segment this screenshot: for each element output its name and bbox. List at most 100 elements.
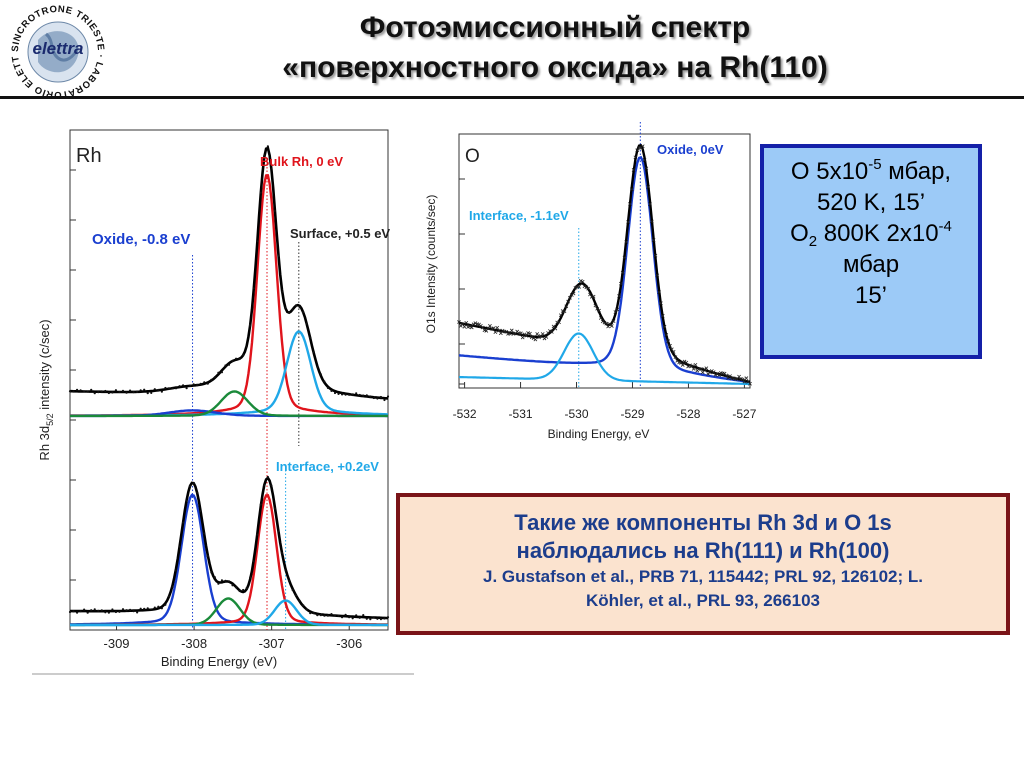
o-data-point (568, 295, 572, 300)
o-data-point (702, 367, 707, 372)
rh-bottom-data-point (298, 599, 301, 602)
rh-top-data-point (174, 387, 178, 390)
rh-bottom-data-point (146, 607, 149, 610)
o-interface-component (458, 332, 750, 386)
o-data-point (748, 381, 752, 386)
rh-bottom-data-points (68, 475, 390, 621)
o-data-point (617, 294, 621, 298)
rh-bottom-data-point (312, 611, 315, 614)
rh-bottom-data-point (266, 475, 269, 479)
o-data-point (597, 308, 601, 313)
rh-top-data-point (111, 391, 114, 394)
rh-bottom-data-point (97, 609, 100, 612)
o-data-point (644, 166, 649, 171)
o-data-points (457, 144, 752, 386)
slide-title: Фотоэмиссионный спектр «поверхностного о… (130, 8, 980, 88)
rh-bottom-data-point (302, 604, 305, 607)
rh-bottom-data-point (189, 485, 192, 488)
rh-top-data-point (298, 306, 301, 309)
rh-bottom-data-point (150, 608, 153, 611)
o-data-point (633, 155, 638, 160)
o-data-point (491, 326, 496, 331)
rh-top-data-point (348, 393, 351, 396)
rh-top-data-point (100, 390, 103, 393)
rh-top-data-point (280, 290, 284, 293)
rh-spectrum-chart: -309 -308 -307 -306 Binding Energy (eV) Rh 3d… (32, 129, 414, 675)
o-data-point (649, 219, 654, 224)
rh-top-data-point (153, 388, 156, 391)
rh-bottom-data-point (171, 585, 174, 588)
rh-bottom-data-point (157, 605, 160, 608)
rh-bottom-data-point (90, 609, 93, 612)
note-reference-2: Köhler, et al., PRL 93, 266103 (585, 591, 821, 610)
o-data-point (591, 294, 596, 299)
rh-bottom-interface-component (70, 599, 388, 627)
rh-top-data-point (121, 389, 125, 392)
rh-bottom-data-point (305, 608, 308, 611)
rh-bottom-data-point (104, 611, 107, 614)
o-data-point (622, 255, 627, 260)
rh-top-data-point (383, 398, 386, 402)
rh-bottom-data-point (263, 484, 266, 487)
rh-oxide-annotation: Oxide, -0.8 eV (92, 231, 190, 248)
rh-top-data-point (160, 390, 163, 393)
rh-top-data-point (181, 384, 185, 387)
rh-top-data-point (220, 371, 224, 374)
rh-bottom-data-point (160, 607, 163, 610)
rh-top-data-point (114, 389, 118, 392)
rh-bottom-data-point (118, 610, 121, 613)
o-data-point (571, 291, 576, 296)
rh-top-data-point (143, 388, 146, 391)
rh-bottom-data-point (181, 521, 185, 524)
rh-surface-annotation: Surface, +0.5 eV (290, 226, 390, 241)
rh-top-data-point (139, 389, 142, 392)
rh-top-data-point (249, 324, 252, 327)
o-data-point (664, 332, 669, 337)
o-data-point (651, 238, 656, 243)
o-data-point (593, 303, 598, 308)
rh-top-data-point (231, 359, 234, 362)
o-data-point (626, 220, 631, 224)
o-plot-frame (458, 133, 751, 389)
o-data-point (631, 168, 636, 172)
o-data-point (557, 320, 561, 325)
o-data-point (669, 347, 674, 352)
o-data-point (509, 328, 514, 333)
o-data-point (700, 370, 705, 375)
rh-bottom-data-point (249, 576, 252, 579)
rh-bottom-data-point (192, 482, 195, 485)
rh-top-data-point (340, 393, 344, 396)
rh-bottom-data-point (185, 499, 188, 502)
o-data-point (493, 330, 498, 334)
title-divider (0, 96, 1024, 99)
o-data-point (480, 325, 485, 330)
rh-bottom-data-point (68, 610, 72, 614)
o-data-point (657, 290, 661, 295)
rh-bottom-data-point (284, 569, 287, 572)
o-data-point (618, 281, 623, 286)
rh-bottom-data-point (143, 607, 146, 610)
rh-top-data-point (86, 390, 89, 393)
o-data-point (660, 314, 665, 318)
rh-bottom-data-point (93, 608, 96, 611)
o-panel-label: O (465, 146, 480, 167)
rh-bottom-data-point (234, 586, 238, 589)
rh-bottom-data-point (114, 610, 118, 614)
rh-top-data-point (227, 363, 231, 366)
o-data-point (728, 374, 732, 378)
o-data-point (524, 333, 529, 338)
rh-bottom-bulk-component (70, 494, 389, 626)
rh-bottom-data-point (79, 610, 82, 613)
rh-top-data-point (379, 395, 383, 399)
o-data-point (642, 158, 647, 162)
rh-top-data-point (217, 371, 220, 374)
o-data-point (535, 332, 540, 336)
o-data-point (673, 355, 678, 360)
o-data-point (604, 321, 609, 326)
rh-top-data-point (284, 306, 287, 309)
o-data-point (533, 337, 538, 342)
o-data-point (640, 144, 645, 149)
rh-bottom-data-point (340, 616, 344, 619)
rh-top-data-point (263, 154, 266, 157)
o-data-point (500, 328, 505, 333)
